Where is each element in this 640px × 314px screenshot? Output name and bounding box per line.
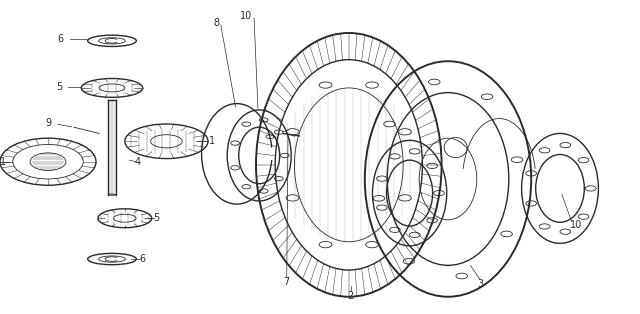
Text: 10: 10 <box>239 11 252 21</box>
Text: 10: 10 <box>570 219 582 230</box>
Text: 1: 1 <box>0 157 6 167</box>
Text: 7: 7 <box>284 277 290 287</box>
Text: 8: 8 <box>213 18 220 28</box>
Text: 3: 3 <box>477 279 483 289</box>
Text: 6: 6 <box>58 34 64 44</box>
Text: 5: 5 <box>153 213 159 223</box>
Text: 5: 5 <box>56 82 63 92</box>
Text: 2: 2 <box>348 291 354 301</box>
Text: 6: 6 <box>139 254 145 264</box>
Text: 1: 1 <box>209 136 215 146</box>
Text: 4: 4 <box>134 157 141 167</box>
Text: 9: 9 <box>45 118 51 128</box>
